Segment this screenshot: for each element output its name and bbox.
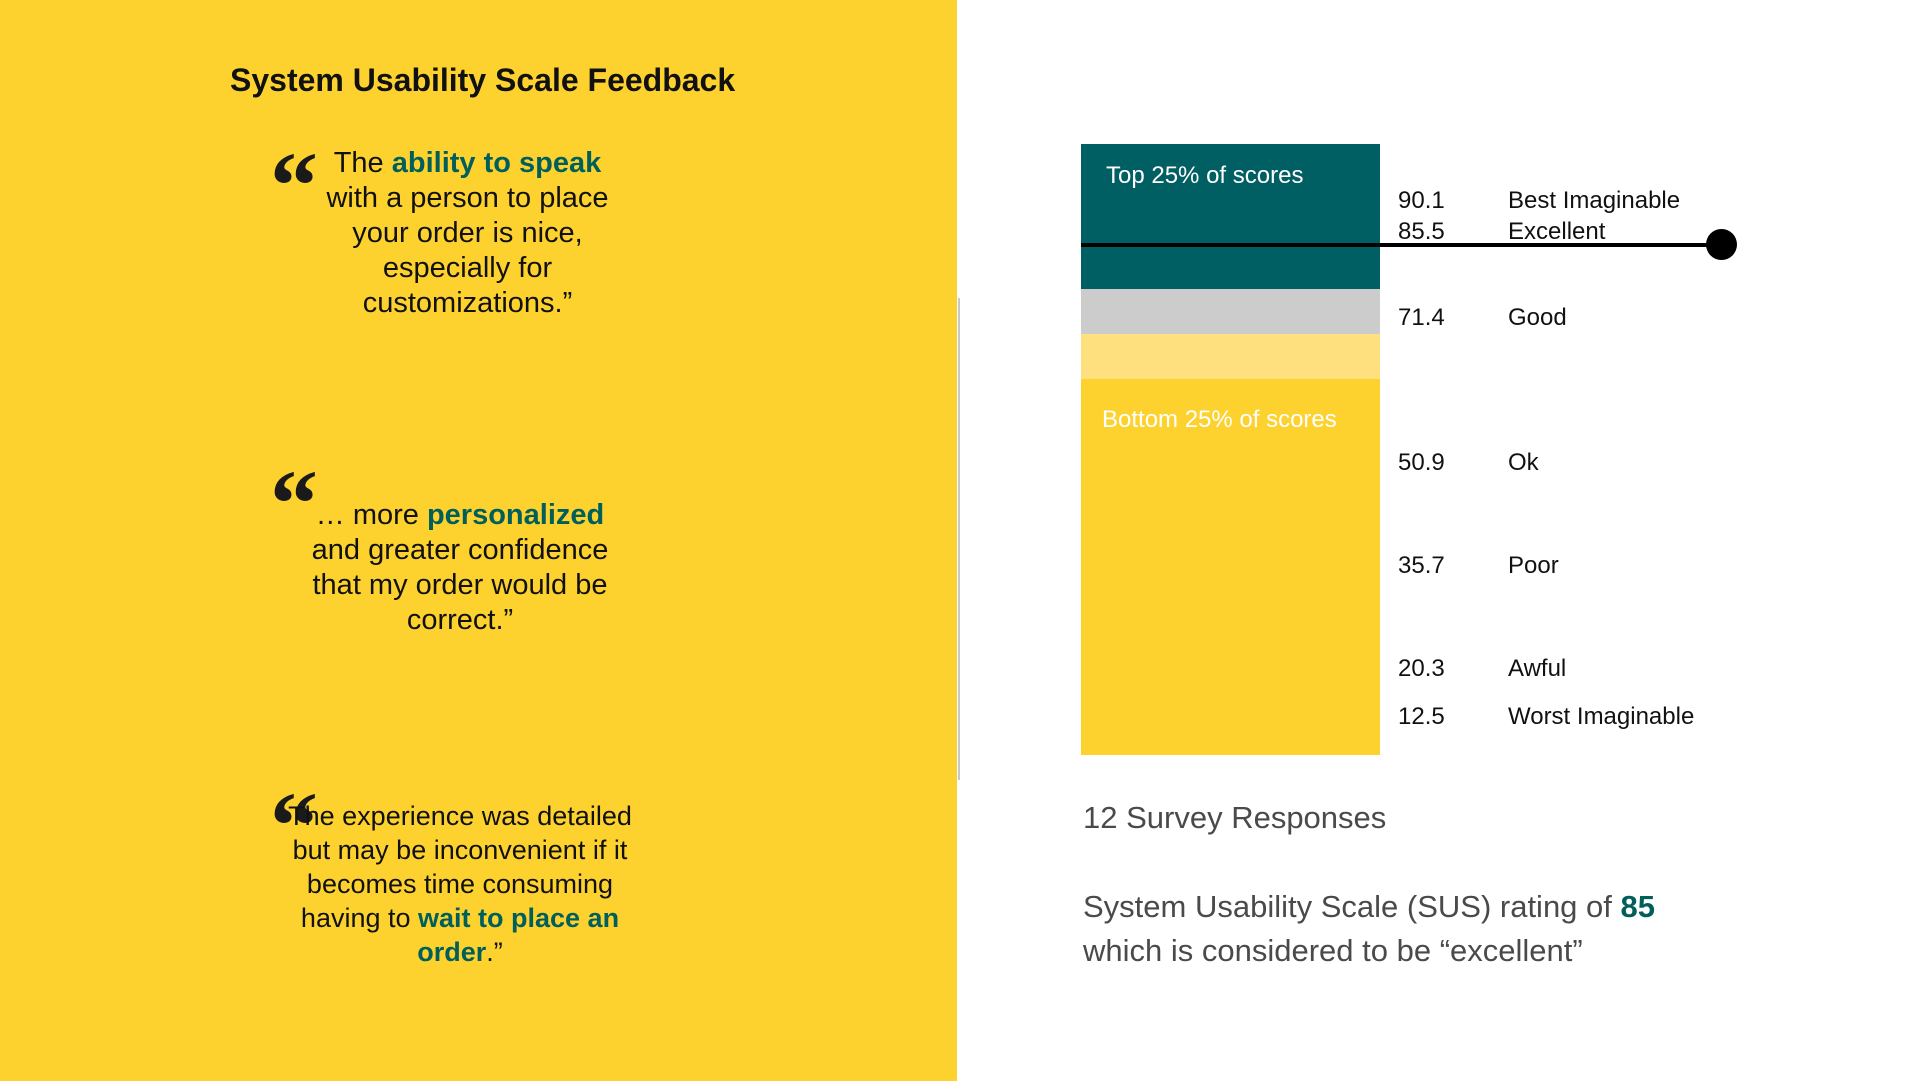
scale-score: 90.1	[1398, 187, 1445, 214]
sus-summary: System Usability Scale (SUS) rating of 8…	[1083, 885, 1655, 973]
score-marker-line	[1081, 243, 1721, 247]
scale-grade: Worst Imaginable	[1508, 703, 1695, 730]
quote-text: .”	[486, 937, 503, 967]
scale-score: 50.9	[1398, 449, 1445, 476]
scale-score: 20.3	[1398, 655, 1445, 682]
quote-text: … more	[315, 499, 427, 531]
feedback-panel: System Usability Scale Feedback “ The ab…	[0, 0, 957, 1081]
quote-3-icon: “	[270, 772, 318, 879]
quote-text: with a person to place your order is nic…	[326, 182, 609, 319]
bottom-quartile-band	[1081, 379, 1380, 755]
scale-score: 35.7	[1398, 552, 1445, 579]
quote-highlight: personalized	[426, 499, 605, 531]
quote-3: The experience was detailed but may be i…	[288, 799, 632, 969]
quote-text: and greater confidence that my order wou…	[311, 534, 609, 636]
summary-line-2: which is considered to be “excellent”	[1083, 933, 1583, 968]
quote-highlight: ability to speak	[391, 147, 602, 179]
summary-prefix: System Usability Scale (SUS) rating of	[1083, 889, 1621, 924]
quote-text: The experience was detailed but may be i…	[288, 801, 632, 933]
scale-grade: Awful	[1508, 655, 1567, 682]
scale-grade: Good	[1508, 304, 1567, 331]
top-quartile-band	[1081, 144, 1380, 289]
quote-highlight: wait to place an order	[417, 903, 620, 967]
quote-text: The	[333, 147, 392, 179]
scale-score: 71.4	[1398, 304, 1445, 331]
scale-score: 85.5	[1398, 218, 1445, 245]
panel-divider	[958, 298, 960, 780]
score-marker-dot	[1706, 229, 1737, 260]
quote-2-icon: “	[270, 450, 318, 557]
scale-grade: Poor	[1508, 552, 1559, 579]
scale-grade: Best Imaginable	[1508, 187, 1681, 214]
quote-1-icon: “	[270, 132, 318, 239]
scale-score: 12.5	[1398, 703, 1445, 730]
survey-response-count: 12 Survey Responses	[1083, 800, 1387, 835]
quote-2: … more personalized and greater confiden…	[305, 498, 615, 638]
good-band	[1081, 289, 1380, 334]
quote-1: The ability to speak with a person to pl…	[325, 146, 610, 321]
ok-upper-band	[1081, 334, 1380, 379]
scale-grade: Ok	[1508, 449, 1539, 476]
top-quartile-label: Top 25% of scores	[1106, 162, 1304, 189]
scale-grade: Excellent	[1508, 218, 1606, 245]
sus-rating-value: 85	[1620, 889, 1655, 924]
panel-title: System Usability Scale Feedback	[230, 62, 736, 98]
bottom-quartile-label: Bottom 25% of scores	[1102, 406, 1337, 433]
